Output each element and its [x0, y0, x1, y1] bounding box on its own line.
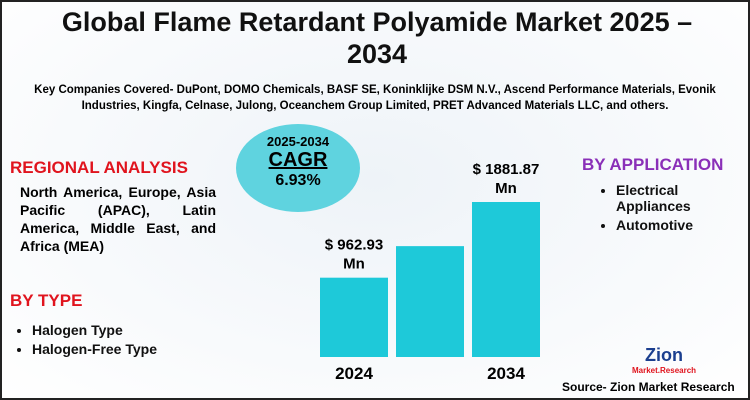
application-heading: BY APPLICATION	[582, 155, 724, 174]
value-label: $ 1881.87 Mn	[473, 161, 540, 197]
logo: Zion Market.Research	[632, 345, 696, 375]
cagr-label: CAGR	[268, 149, 328, 171]
application-list: Electrical Appliances Automotive	[594, 182, 736, 236]
companies: Key Companies Covered- DuPont, DOMO Chem…	[34, 84, 716, 112]
application-item: Electrical Appliances	[616, 182, 736, 214]
cagr-period: 2025-2034	[266, 134, 330, 149]
type-heading: BY TYPE	[10, 291, 83, 310]
bar	[396, 246, 464, 357]
value-label: $ 962.93 Mn	[325, 237, 383, 273]
logo-name: Zion	[645, 345, 684, 365]
bar	[320, 277, 388, 357]
source: Source- Zion Market Research	[562, 380, 735, 394]
cagr-badge: 2025-2034 CAGR 6.93%	[236, 124, 360, 212]
regional-text: North America, Europe, Asia Pacific (APA…	[20, 184, 216, 254]
type-item: Halogen Type	[32, 322, 157, 338]
x-label: 2024	[335, 364, 373, 383]
type-item: Halogen-Free Type	[32, 341, 157, 357]
x-label: 2034	[487, 364, 525, 383]
title: Global Flame Retardant Polyamide Market …	[61, 7, 693, 69]
logo-sub: Market.Research	[632, 366, 697, 375]
type-list: Halogen Type Halogen-Free Type	[10, 322, 157, 360]
bar	[472, 202, 540, 357]
cagr-value: 6.93%	[275, 172, 321, 189]
application-item: Automotive	[616, 217, 736, 233]
regional-heading: REGIONAL ANALYSIS	[10, 158, 188, 177]
